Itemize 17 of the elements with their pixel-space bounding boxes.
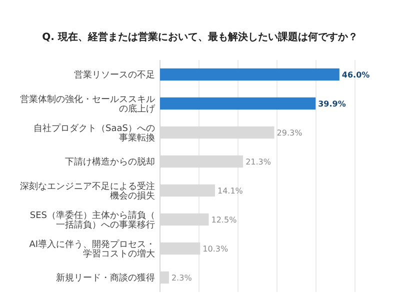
y-tick-label: AI導入に伴う、開発プロセス・学習コストの増大 [29,238,155,260]
data-label: 10.3% [202,244,228,254]
data-label: 29.3% [276,128,303,138]
data-label: 39.9% [318,100,346,108]
data-label: 12.5% [211,216,238,224]
y-tick-label: 深刻なエンジニア不足による受注機会の損失 [20,180,155,202]
data-label: 14.1% [217,186,244,196]
chart-title: Q. 現在、経営または営業において、最も解決したい課題は何ですか？ [42,31,358,43]
data-label: 2.3% [171,274,192,282]
y-tick-label: 営業体制の強化・セールススキルの底上げ [20,94,156,115]
y-tick-label: 営業リソースの不足 [74,70,155,81]
y-tick-label: SES（準委任）主体から請負（一括請負）への事業移行 [30,210,155,231]
y-tick-label: 新規リード・商談の獲得 [56,272,155,284]
data-label: 21.3% [246,158,272,166]
y-tick-label: 下請け構造からの脱却 [65,156,155,168]
y-tick-label: 自社プロダクト（SaaS）への事業転換 [34,122,155,144]
data-label: 46.0% [342,70,370,80]
